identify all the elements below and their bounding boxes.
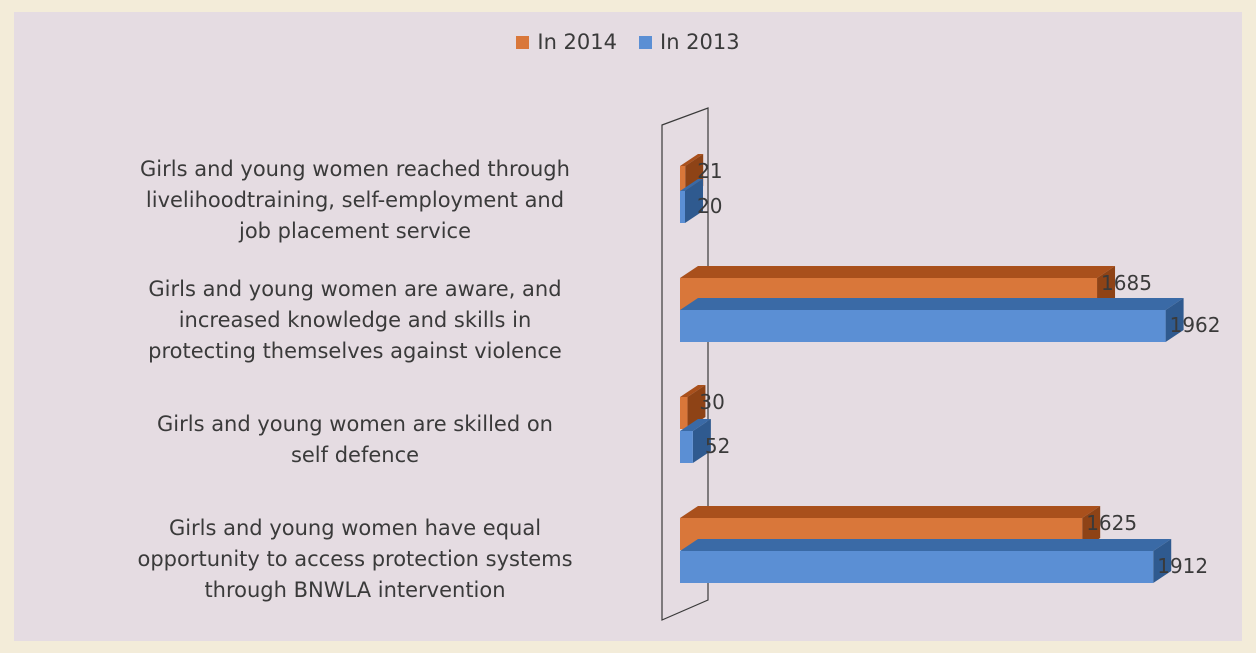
legend-item-2014: In 2014 (516, 30, 617, 54)
bar-self-defence-2013-top (680, 419, 711, 431)
bar-awareness-2013-top (680, 298, 1184, 310)
bar-self-defence-2013-side (692, 419, 711, 463)
legend-swatch-2013 (639, 35, 652, 49)
bar-protection-systems-2013 (680, 551, 1154, 583)
category-label-line: livelihoodtraining, self-employment and (145, 188, 565, 212)
legend-label-2014: In 2014 (537, 30, 617, 54)
value-label-protection-systems-2013: 1912 (1157, 554, 1208, 578)
category-label-line: opportunity to access protection systems (137, 547, 573, 571)
value-label-awareness-2014: 1685 (1101, 271, 1152, 295)
value-label-protection-systems-2014: 1625 (1086, 511, 1137, 535)
legend: In 2014 In 2013 (0, 30, 1256, 54)
category-label-line: Girls and young women have equal (168, 516, 542, 540)
bar-livelihood-2013-top (680, 179, 703, 191)
category-label-awareness: Girls and young women are aware, and inc… (60, 274, 650, 367)
category-label-line: through BNWLA intervention (204, 578, 506, 602)
category-label-line: increased knowledge and skills in (178, 308, 532, 332)
value-label-livelihood-2013: 20 (697, 194, 722, 218)
bar-protection-systems-2013-side (1153, 539, 1172, 583)
bar-protection-systems-2013-top (680, 539, 1172, 551)
bar-livelihood-2013-side (685, 179, 703, 223)
bar-livelihood-2014-top (680, 154, 704, 166)
category-label-line: Girls and young women are aware, and (148, 277, 562, 301)
bar-livelihood-2013 (680, 191, 685, 223)
value-label-awareness-2013: 1962 (1170, 313, 1221, 337)
legend-label-2013: In 2013 (660, 30, 740, 54)
value-label-self-defence-2013: 52 (705, 434, 730, 458)
bar-self-defence-2013 (680, 431, 693, 463)
bar-self-defence-2014-side (687, 385, 706, 429)
category-label-line: job placement service (238, 219, 471, 243)
bar-self-defence-2014-top (680, 385, 706, 397)
category-label-livelihood: Girls and young women reached through li… (60, 154, 650, 247)
value-label-self-defence-2014: 30 (699, 390, 724, 414)
category-label-line: self defence (290, 443, 420, 467)
bar-protection-systems-2014-top (680, 506, 1101, 518)
bar-self-defence-2014 (680, 397, 688, 429)
category-label-line: protecting themselves against violence (148, 339, 562, 363)
legend-item-2013: In 2013 (639, 30, 740, 54)
bar-awareness-2013-side (1165, 298, 1184, 342)
bar-awareness-2013 (680, 310, 1166, 342)
axis-wall (661, 107, 709, 621)
bar-awareness-2014-top (680, 266, 1116, 278)
category-label-line: Girls and young women reached through (140, 157, 570, 181)
legend-swatch-2014 (516, 35, 530, 49)
bar-livelihood-2014 (680, 166, 686, 198)
category-label-line: Girls and young women are skilled on (157, 412, 553, 436)
category-label-self-defence: Girls and young women are skilled on sel… (60, 409, 650, 471)
category-label-protection-systems: Girls and young women have equal opportu… (60, 513, 650, 606)
